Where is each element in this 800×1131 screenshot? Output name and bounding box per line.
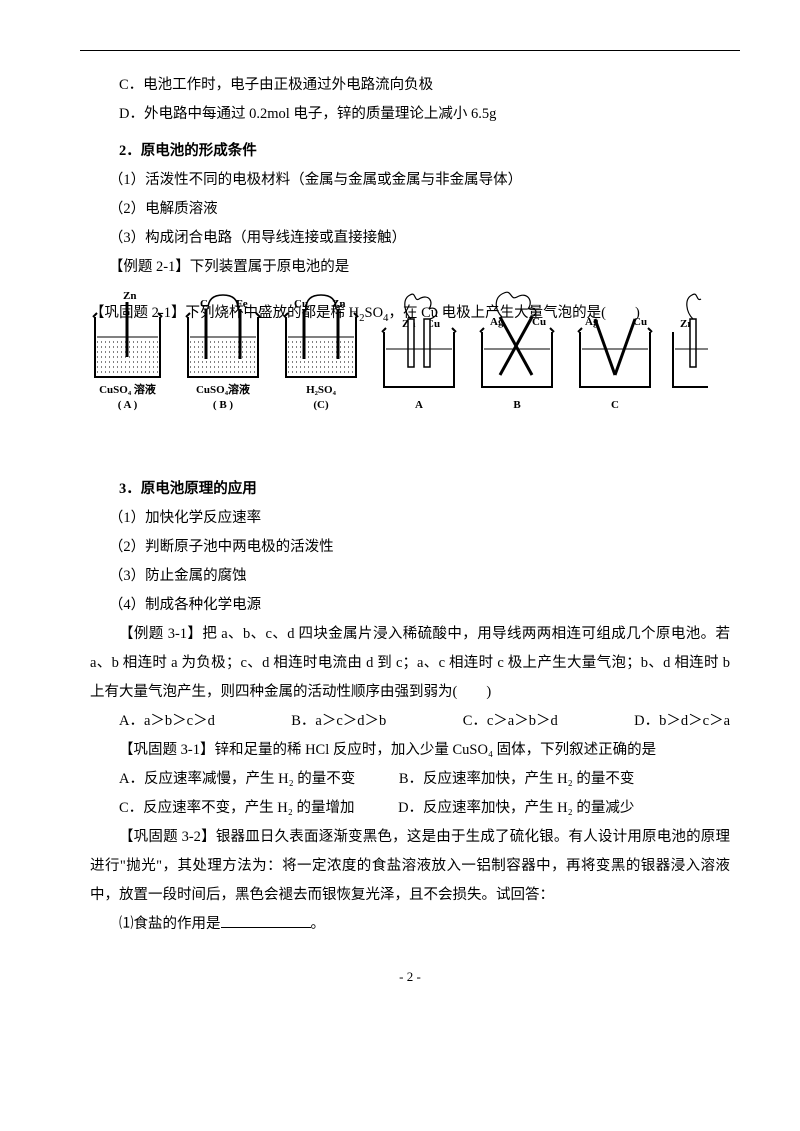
ex31-options: A．a＞b＞c＞d B．a＞c＞d＞b C．c＞a＞b＞d D．b＞d＞c＞a xyxy=(90,707,730,736)
gq21-b: SO xyxy=(365,305,384,321)
gq31-opts-row2: C．反应速率不变，产生 H₂ 的量增加 D．反应速率加快，产生 H₂ 的量减少 xyxy=(90,794,730,823)
figure-row-combined: 【巩固题 2-1】下列烧杯中盛放的都是稀 H2SO4，在 Cu 电极上产生大量气… xyxy=(90,287,730,437)
b2c-cap: C xyxy=(611,399,619,412)
sec3-item2: （2）判断原子池中两电极的活泼性 xyxy=(90,533,730,562)
sec3-item1: （1）加快化学反应速率 xyxy=(90,504,730,533)
beaker-b-cap2: ( B ) xyxy=(213,399,233,412)
option-c-line: C．电池工作时，电子由正极通过外电路流向负极 xyxy=(90,71,730,100)
ex31-opt-c: C．c＞a＞b＞d xyxy=(463,707,558,736)
question-1: ⑴食盐的作用是 。 xyxy=(90,910,730,939)
gq31-opt-c: C．反应速率不变，产生 H₂ 的量增加 xyxy=(119,794,354,823)
q1-suffix: 。 xyxy=(311,916,326,932)
consolidation-3-2: 【巩固题 3-2】银器皿日久表面逐渐变黑色，这是由于生成了硫化银。有人设计用原电… xyxy=(90,823,730,910)
page-container: C．电池工作时，电子由正极通过外电路流向负极 D．外电路中每通过 0.2mol … xyxy=(0,0,800,1015)
page-number: - 2 - xyxy=(90,969,730,985)
gq31-opt-a: A．反应速率减慢，产生 H₂ 的量不变 xyxy=(119,765,355,794)
beaker-c-cap2: (C) xyxy=(313,399,328,412)
ex31-opt-b: B．a＞c＞d＞b xyxy=(291,707,386,736)
sec2-item3: （3）构成闭合电路（用导线连接或直接接触） xyxy=(90,224,730,253)
consolidation-2-1-overlay: 【巩固题 2-1】下列烧杯中盛放的都是稀 H2SO4，在 Cu 电极上产生大量气… xyxy=(90,301,730,324)
ex31-opt-d: D．b＞d＞c＞a xyxy=(634,707,730,736)
example-2-1: 【例题 2-1】下列装置属于原电池的是 xyxy=(90,253,730,282)
gq31-opt-d: D．反应速率加快，产生 H₂ 的量减少 xyxy=(398,794,634,823)
sec2-item1: （1）活泼性不同的电极材料（金属与金属或金属与非金属导体） xyxy=(90,166,730,195)
b2b-cap: B xyxy=(513,399,520,412)
top-horizontal-rule xyxy=(80,50,740,51)
gq21-c: ，在 Cu 电极上产生大量气泡的是( ) xyxy=(388,305,639,321)
b2a-cap: A xyxy=(415,399,423,412)
spacer xyxy=(90,447,730,467)
gq31-opt-b: B．反应速率加快，产生 H₂ 的量不变 xyxy=(399,765,634,794)
beaker-a-cap1: CuSO₄ 溶液 xyxy=(99,384,156,397)
beaker-a-cap2: ( A ) xyxy=(118,399,138,412)
beaker-b-cap1: CuSO₄溶液 xyxy=(196,384,250,397)
section-2-title: 2．原电池的形成条件 xyxy=(90,137,730,166)
example-3-1: 【例题 3-1】把 a、b、c、d 四块金属片浸入稀硫酸中，用导线两两相连可组成… xyxy=(90,620,730,707)
option-d-line: D．外电路中每通过 0.2mol 电子，锌的质量理论上减小 6.5g xyxy=(90,100,730,129)
blank-line xyxy=(221,927,311,928)
gq31-opts-row1: A．反应速率减慢，产生 H₂ 的量不变 B．反应速率加快，产生 H₂ 的量不变 xyxy=(90,765,730,794)
beaker-c-cap1: H₂SO₄ xyxy=(306,384,336,397)
gq21-a: 【巩固题 2-1】下列烧杯中盛放的都是稀 H xyxy=(90,305,359,321)
q1-prefix: ⑴食盐的作用是 xyxy=(119,916,221,932)
sec3-item4: （4）制成各种化学电源 xyxy=(90,591,730,620)
consolidation-3-1: 【巩固题 3-1】锌和足量的稀 HCl 反应时，加入少量 CuSO₄ 固体，下列… xyxy=(90,736,730,765)
section-3-title: 3．原电池原理的应用 xyxy=(90,475,730,504)
sec2-item2: （2）电解质溶液 xyxy=(90,195,730,224)
sec3-item3: （3）防止金属的腐蚀 xyxy=(90,562,730,591)
ex31-opt-a: A．a＞b＞c＞d xyxy=(119,707,215,736)
